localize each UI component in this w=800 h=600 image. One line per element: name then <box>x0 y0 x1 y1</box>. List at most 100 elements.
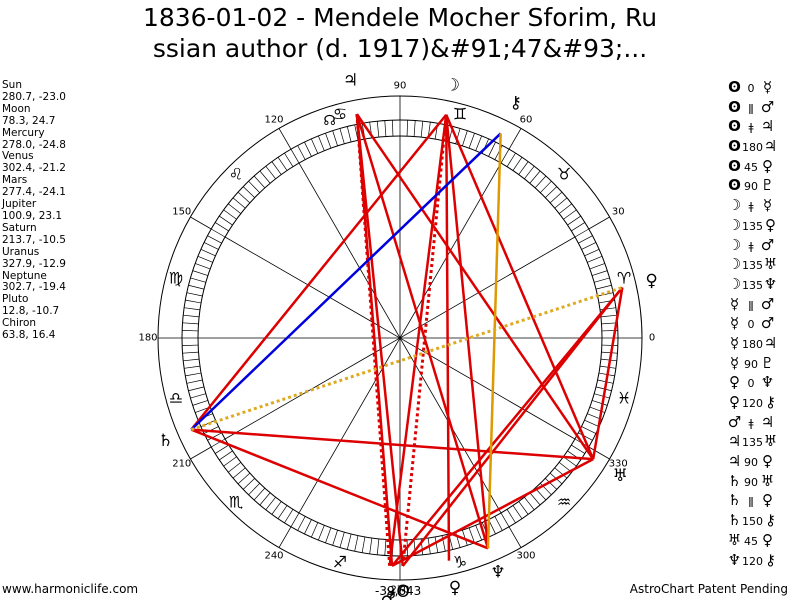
degree-tick <box>332 530 338 546</box>
degree-tick <box>185 299 202 304</box>
degree-tick <box>259 170 271 184</box>
degree-tick <box>597 292 614 297</box>
aspect-line <box>388 114 448 566</box>
aspect-value: 0 <box>747 318 755 332</box>
aspect-planet-2: ♆ <box>760 373 775 392</box>
zodiac-sign-glyph: ♍ <box>169 268 183 287</box>
degree-tick <box>578 235 593 244</box>
degree-tick <box>518 501 529 515</box>
aspect-row: ʘ 0 ☿ <box>727 78 800 98</box>
planet-name: Sun <box>2 79 22 91</box>
degree-tick <box>420 121 424 138</box>
degree-tick <box>290 512 300 527</box>
planet-coords: 78.3, 24.7 <box>2 114 56 127</box>
aspect-planet-1: ☿ <box>729 333 740 352</box>
aspect-planet-1: ♂ <box>727 412 742 431</box>
website-link[interactable]: www.harmoniclife.com <box>2 582 139 596</box>
degree-tick <box>265 165 276 180</box>
degree-tick <box>549 191 563 204</box>
aspect-planet-2: ♃ <box>760 412 775 431</box>
degree-tick <box>361 536 366 553</box>
aspect-planet-1: ♀ <box>729 393 740 411</box>
planet-glyph-pluto: ♀ <box>645 271 657 291</box>
degree-tick <box>277 157 288 171</box>
degree-tick <box>219 450 233 461</box>
degree-tick <box>242 186 255 198</box>
aspect-row: ☿ 90 ♇ <box>727 354 800 374</box>
degree-label: 300 <box>516 551 535 562</box>
aspect-row: ☽ ǂ ♂ <box>727 236 800 256</box>
degree-tick <box>601 351 618 354</box>
aspect-value: ǂ <box>748 121 754 135</box>
aspect-row: ☽135 ♀ <box>727 216 800 236</box>
degree-tick <box>318 135 325 151</box>
degree-tick <box>584 419 600 427</box>
degree-tick <box>183 314 200 318</box>
degree-tick <box>182 344 199 346</box>
planet-name: Pluto <box>2 293 29 306</box>
degree-tick <box>601 344 618 346</box>
aspect-planet-2: ♂ <box>760 97 775 116</box>
sign-boundary-tick <box>278 128 292 150</box>
aspect-value: 120 <box>742 397 763 410</box>
planet-name: Jupiter <box>2 198 37 211</box>
sign-spoke <box>224 236 576 440</box>
degree-tick <box>354 535 359 552</box>
degree-tick <box>376 538 380 555</box>
degree-tick <box>595 284 612 290</box>
degree-label: 210 <box>172 459 191 470</box>
degree-tick <box>545 186 558 198</box>
degree-tick <box>182 351 199 354</box>
degree-tick <box>494 516 503 531</box>
aspect-planet-1: ♆ <box>727 550 742 569</box>
aspect-value: 120 <box>742 554 763 568</box>
degree-tick <box>183 358 200 362</box>
planet-glyph-neptune: ♆ <box>490 562 505 582</box>
planet-name: Neptune <box>2 269 47 282</box>
degree-tick <box>242 478 255 490</box>
zodiac-sign-glyph: ♒ <box>557 493 571 512</box>
degree-tick <box>188 386 205 392</box>
planet-glyph-node: ☊ <box>323 113 335 129</box>
aspect-row: ☿ 180♃ <box>727 334 800 354</box>
degree-tick <box>207 432 222 441</box>
degree-tick <box>554 467 568 479</box>
aspect-row: ♃135♅ <box>727 432 800 452</box>
aspect-planet-2: ⚷ <box>765 511 776 530</box>
degree-tick <box>512 157 523 171</box>
aspect-planet-2: ♅ <box>763 255 778 274</box>
degree-tick <box>203 242 219 250</box>
degree-tick <box>346 126 352 143</box>
aspect-planet-1: ☽ <box>727 215 742 234</box>
degree-tick <box>589 263 605 270</box>
planet-glyph-mars: ♂ <box>380 590 395 600</box>
planet-glyph-jupiter: ♃ <box>343 71 358 91</box>
degree-tick <box>434 536 439 553</box>
sign-boundary-tick <box>190 216 212 230</box>
aspect-row: ☽135♆ <box>727 275 800 295</box>
chart-title-line-1: 1836-01-02 - Mendele Mocher Sforim, Ru <box>142 3 658 32</box>
planet-name: Chiron <box>2 317 37 330</box>
aspect-row: ♀ 0 ♆ <box>727 373 800 393</box>
aspect-row: ♂ ǂ ♃ <box>727 413 800 433</box>
degree-tick <box>500 512 510 527</box>
zodiac-sign-glyph: ♊ <box>453 104 467 123</box>
aspect-planet-2: ♇ <box>760 176 775 195</box>
aspect-planet-1: ♄ <box>727 511 742 530</box>
aspect-line <box>391 458 594 567</box>
degree-tick <box>325 133 332 149</box>
degree-tick <box>190 277 206 283</box>
planet-coords: 63.8, 16.4 <box>2 329 56 342</box>
aspect-planet-2: ☿ <box>762 78 773 96</box>
degree-tick <box>197 256 213 263</box>
degree-tick <box>524 496 535 511</box>
degree-tick <box>195 263 211 270</box>
aspect-value: ǂ <box>748 200 754 214</box>
aspect-planet-2: ♀ <box>762 156 773 175</box>
degree-tick <box>211 228 226 238</box>
zodiac-sign-glyph: ♏ <box>229 493 243 512</box>
degree-tick <box>592 400 608 406</box>
degree-tick <box>506 509 516 524</box>
degree-tick <box>304 141 312 157</box>
degree-tick <box>311 138 319 154</box>
